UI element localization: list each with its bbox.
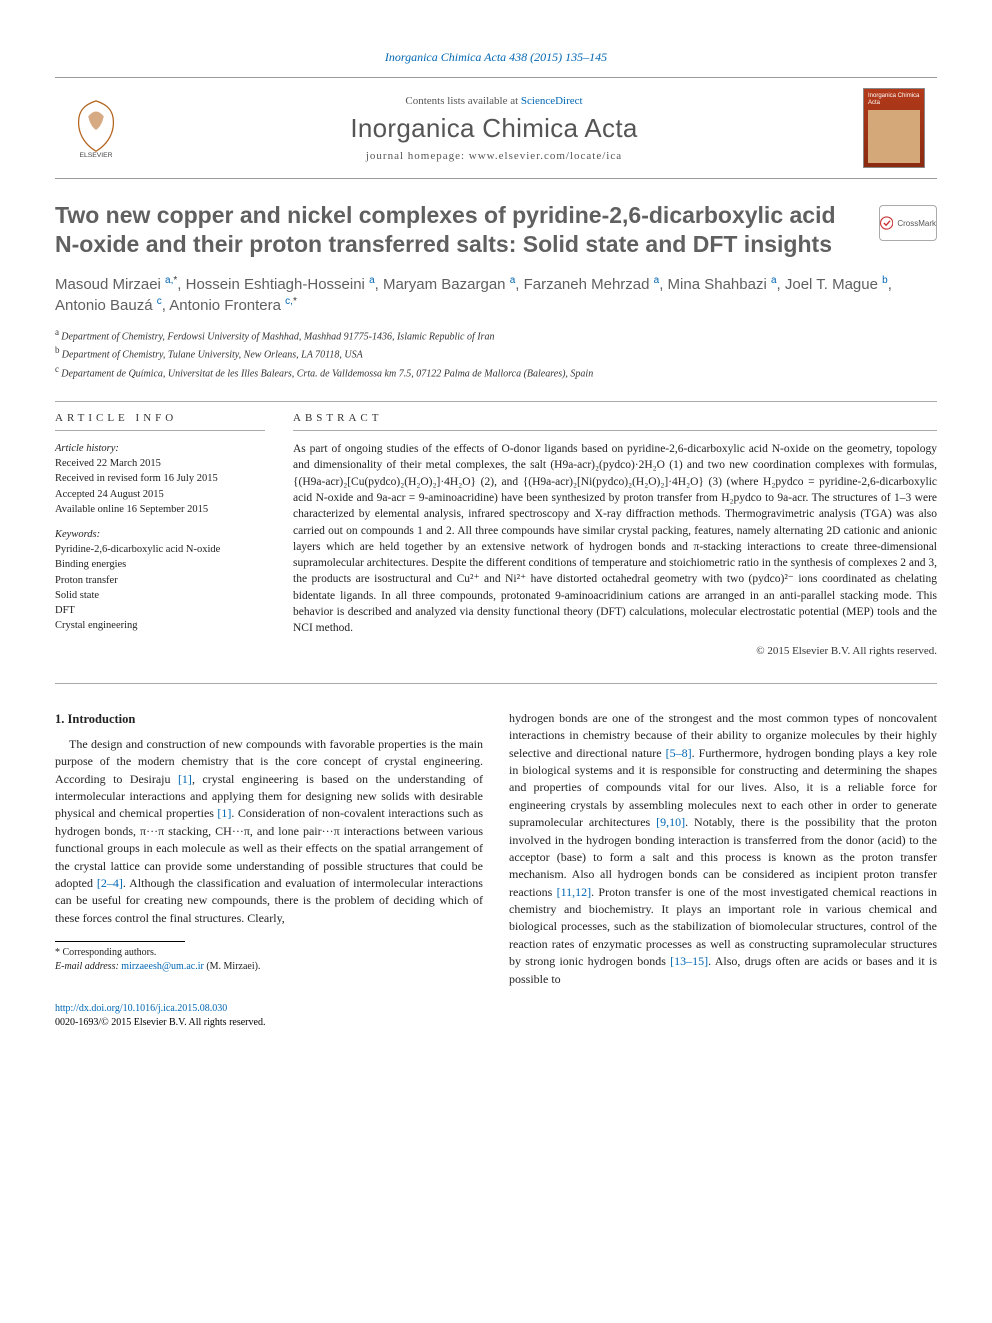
- doi-link[interactable]: http://dx.doi.org/10.1016/j.ica.2015.08.…: [55, 1003, 227, 1014]
- homepage-prefix: journal homepage:: [366, 150, 469, 162]
- cover-image-area: [868, 110, 920, 163]
- keyword: DFT: [55, 603, 265, 618]
- citation[interactable]: [1]: [217, 806, 231, 820]
- bottom-bar: http://dx.doi.org/10.1016/j.ica.2015.08.…: [55, 1002, 937, 1030]
- email-label: E-mail address:: [55, 961, 119, 972]
- author-list: Masoud Mirzaei a,*, Hossein Eshtiagh-Hos…: [55, 274, 937, 316]
- history-line: Available online 16 September 2015: [55, 502, 265, 517]
- history-line: Accepted 24 August 2015: [55, 487, 265, 502]
- affiliation: c Departament de Química, Universitat de…: [55, 363, 937, 381]
- article-info-head: ARTICLE INFO: [55, 412, 265, 424]
- keyword: Solid state: [55, 588, 265, 603]
- citation[interactable]: [2–4]: [97, 876, 123, 890]
- contents-prefix: Contents lists available at: [405, 95, 520, 107]
- author: , Hossein Eshtiagh-Hosseini a: [177, 276, 374, 293]
- journal-homepage: journal homepage: www.elsevier.com/locat…: [139, 150, 849, 162]
- crossmark-badge[interactable]: CrossMark: [879, 205, 937, 241]
- corresp-star: *: [293, 296, 297, 307]
- affiliation-sup: b: [55, 345, 62, 355]
- footnotes: * Corresponding authors. E-mail address:…: [55, 946, 483, 974]
- journal-reference: Inorganica Chimica Acta 438 (2015) 135–1…: [55, 50, 937, 65]
- elsevier-logo: ELSEVIER: [67, 96, 125, 160]
- author-affil-sup: c: [157, 296, 162, 307]
- affiliation: a Department of Chemistry, Ferdowsi Univ…: [55, 326, 937, 344]
- crossmark-label: CrossMark: [897, 219, 936, 228]
- author: , Joel T. Mague b: [777, 276, 888, 293]
- author: , Farzaneh Mehrzad a: [515, 276, 659, 293]
- author: , Mina Shahbazi a: [659, 276, 776, 293]
- abstract-text: As part of ongoing studies of the effect…: [293, 441, 937, 637]
- affiliation-sup: c: [55, 364, 61, 374]
- citation[interactable]: [1]: [178, 772, 192, 786]
- article-title: Two new copper and nickel complexes of p…: [55, 201, 865, 260]
- divider: [293, 430, 937, 431]
- author-affil-sup: b: [882, 275, 888, 286]
- keyword: Crystal engineering: [55, 618, 265, 633]
- crossmark-icon: [880, 215, 893, 231]
- abstract-copyright: © 2015 Elsevier B.V. All rights reserved…: [293, 645, 937, 657]
- affiliation: b Department of Chemistry, Tulane Univer…: [55, 344, 937, 362]
- contents-available-line: Contents lists available at ScienceDirec…: [139, 95, 849, 107]
- history-lines: Received 22 March 2015Received in revise…: [55, 456, 265, 517]
- keyword: Proton transfer: [55, 573, 265, 588]
- corresp-author-note: * Corresponding authors.: [55, 946, 483, 960]
- journal-header: ELSEVIER Contents lists available at Sci…: [55, 77, 937, 179]
- author-affil-sup: c,: [285, 296, 293, 307]
- affiliation-sup: a: [55, 327, 61, 337]
- history-label: Article history:: [55, 441, 265, 456]
- body-paragraph: hydrogen bonds are one of the strongest …: [509, 710, 937, 988]
- divider: [55, 430, 265, 431]
- history-line: Received 22 March 2015: [55, 456, 265, 471]
- author-affil-sup: a: [771, 275, 777, 286]
- abstract-head: ABSTRACT: [293, 412, 937, 424]
- author: , Maryam Bazargan a: [375, 276, 516, 293]
- corresp-email-link[interactable]: mirzaeesh@um.ac.ir: [121, 961, 204, 972]
- body-text: 1. Introduction The design and construct…: [55, 710, 937, 988]
- footnote-separator: [55, 941, 185, 942]
- citation[interactable]: [5–8]: [666, 746, 692, 760]
- body-paragraph: The design and construction of new compo…: [55, 736, 483, 927]
- citation[interactable]: [11,12]: [557, 885, 592, 899]
- author: Masoud Mirzaei a,*: [55, 276, 177, 293]
- keywords-label: Keywords:: [55, 527, 265, 542]
- affiliations-list: a Department of Chemistry, Ferdowsi Univ…: [55, 326, 937, 381]
- history-line: Received in revised form 16 July 2015: [55, 471, 265, 486]
- keywords-lines: Pyridine-2,6-dicarboxylic acid N-oxideBi…: [55, 542, 265, 633]
- author-affil-sup: a: [369, 275, 375, 286]
- sciencedirect-link[interactable]: ScienceDirect: [521, 95, 583, 107]
- journal-cover-thumbnail: Inorganica Chimica Acta: [863, 88, 925, 168]
- journal-name: Inorganica Chimica Acta: [139, 113, 849, 144]
- divider: [55, 683, 937, 684]
- divider: [55, 401, 937, 402]
- keyword: Pyridine-2,6-dicarboxylic acid N-oxide: [55, 542, 265, 557]
- citation[interactable]: [9,10]: [656, 815, 685, 829]
- section-heading-intro: 1. Introduction: [55, 710, 483, 728]
- issn-copyright: 0020-1693/© 2015 Elsevier B.V. All right…: [55, 1017, 265, 1028]
- keyword: Binding energies: [55, 557, 265, 572]
- email-who: (M. Mirzaei).: [206, 961, 260, 972]
- homepage-url[interactable]: www.elsevier.com/locate/ica: [469, 150, 622, 162]
- author: , Antonio Frontera c,*: [162, 297, 297, 314]
- cover-title: Inorganica Chimica Acta: [868, 93, 920, 106]
- citation[interactable]: [13–15]: [670, 954, 708, 968]
- elsevier-logo-text: ELSEVIER: [79, 152, 112, 159]
